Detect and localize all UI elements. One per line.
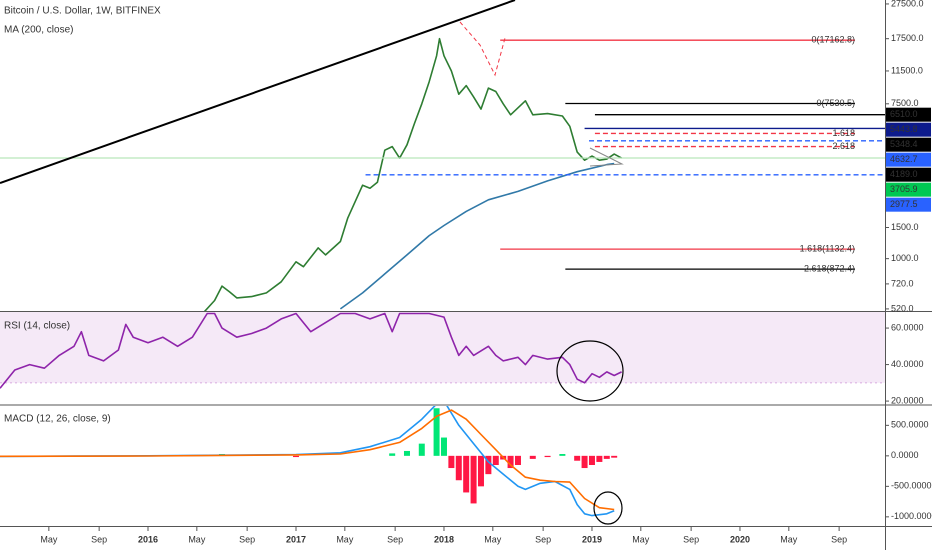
histogram-bar: [418, 443, 425, 456]
price-tag: [886, 137, 931, 152]
histogram-bar: [463, 455, 470, 493]
x-tick-label: 2016: [138, 534, 158, 544]
x-tick-label: May: [336, 534, 354, 544]
price-tag: [886, 182, 931, 197]
histogram-bar: [485, 455, 492, 475]
histogram-bar: [448, 455, 455, 469]
y-tick-label: 11500.0: [891, 65, 923, 75]
indicator-title: MACD (12, 26, close, 9): [4, 414, 111, 425]
histogram-bar: [433, 408, 440, 456]
histogram-bar: [470, 455, 477, 504]
x-tick-label: May: [484, 534, 502, 544]
histogram-bar: [514, 455, 521, 465]
histogram-bar: [603, 455, 610, 459]
histogram-bar: [477, 455, 484, 487]
price-tag: [886, 122, 931, 137]
trend-line: [0, 0, 516, 184]
y-tick-label: 720.0: [891, 278, 914, 288]
x-tick-label: 2017: [286, 534, 306, 544]
x-tick-label: May: [780, 534, 798, 544]
y-tick-label: 500.0000: [891, 420, 929, 430]
price-tag-label: 5348.4: [890, 139, 918, 149]
fib-label: 2.618(872.4): [804, 264, 855, 274]
histogram-bar: [292, 455, 299, 458]
x-tick-label: 2018: [434, 534, 454, 544]
y-tick-label: 1000.0: [891, 253, 919, 263]
histogram-bar: [588, 455, 595, 465]
series-line: [0, 409, 615, 511]
x-tick-label: Sep: [831, 534, 847, 544]
fib-label: 0(7530.5): [816, 98, 855, 108]
histogram-bar: [529, 455, 536, 459]
histogram-bar: [574, 455, 581, 461]
series-line: [203, 37, 622, 311]
fib-label: 2.618: [832, 141, 855, 151]
price-tag-label: 2977.5: [890, 199, 918, 209]
histogram-bar: [507, 455, 514, 469]
series-line: [0, 312, 622, 389]
price-tag-label: 4189.0: [890, 169, 918, 179]
axes: 27500.0 17500.0 11500.0 7500.0 1500.0 1000.0 7…: [40, 0, 932, 544]
histogram-bar: [389, 453, 396, 456]
rsi-circle: [556, 340, 624, 402]
fib-label: 1.618(1132.4): [800, 243, 855, 253]
x-tick-label: 2020: [730, 534, 750, 544]
y-tick-label: -500.0000: [891, 481, 932, 491]
macd-circle: [593, 491, 623, 525]
y-tick-label: 20.0000: [891, 395, 924, 405]
y-tick-label: 17500.0: [891, 33, 924, 43]
histogram-bar: [559, 454, 566, 456]
price-tag: [886, 197, 931, 212]
x-tick-label: Sep: [535, 534, 551, 544]
price-tag-label: 5443.8: [890, 124, 918, 134]
price-tag: [886, 107, 931, 122]
histogram-bar: [403, 450, 410, 456]
rsi-pane: [0, 312, 885, 389]
y-tick-label: 1500.0: [891, 222, 919, 232]
histogram-bar: [611, 455, 618, 458]
histogram-bar: [455, 455, 462, 481]
indicator-title: MA (200, close): [4, 25, 73, 36]
histogram-bar: [440, 437, 447, 456]
price-tag-label: 3705.9: [890, 184, 918, 194]
price-tag-label: 4632.7: [890, 154, 918, 164]
y-tick-label: -1000.0000: [891, 511, 932, 521]
series-line: [339, 162, 615, 310]
macd-pane: [0, 406, 618, 517]
triangle: [589, 147, 624, 167]
chart-title: Bitcoin / U.S. Dollar, 1W, BITFINEX: [4, 6, 161, 17]
histogram-bar: [492, 455, 499, 465]
price-pane: 0(17162.8) 0(7530.5) 1.618 2.618 1.618(1132.…: [0, 35, 885, 311]
histogram-bar: [544, 455, 551, 458]
indicator-title: RSI (14, close): [4, 321, 70, 332]
x-tick-label: 2019: [582, 534, 602, 544]
y-tick-label: 60.0000: [891, 322, 924, 332]
y-tick-label: 0.0000: [891, 450, 919, 460]
y-tick-label: 27500.0: [891, 0, 924, 8]
zigzag: [459, 21, 506, 77]
fib-label: 0(17162.8): [811, 35, 855, 45]
x-tick-label: Sep: [91, 534, 107, 544]
price-tag: [886, 167, 931, 182]
fib-label: 1.618: [832, 128, 855, 138]
y-tick-label: 40.0000: [891, 359, 924, 369]
y-tick-label: 7500.0: [891, 98, 919, 108]
price-tag-label: 6510.0: [890, 109, 918, 119]
y-tick-label: 520.0: [891, 303, 914, 313]
histogram-bar: [596, 455, 603, 462]
price-tag: [886, 152, 931, 167]
drawings: [0, 0, 624, 525]
x-tick-label: Sep: [387, 534, 403, 544]
x-tick-label: May: [632, 534, 650, 544]
band: [0, 312, 885, 383]
x-tick-label: Sep: [683, 534, 699, 544]
x-tick-label: May: [40, 534, 58, 544]
x-tick-label: Sep: [239, 534, 255, 544]
x-tick-label: May: [188, 534, 206, 544]
histogram-bar: [581, 455, 588, 469]
